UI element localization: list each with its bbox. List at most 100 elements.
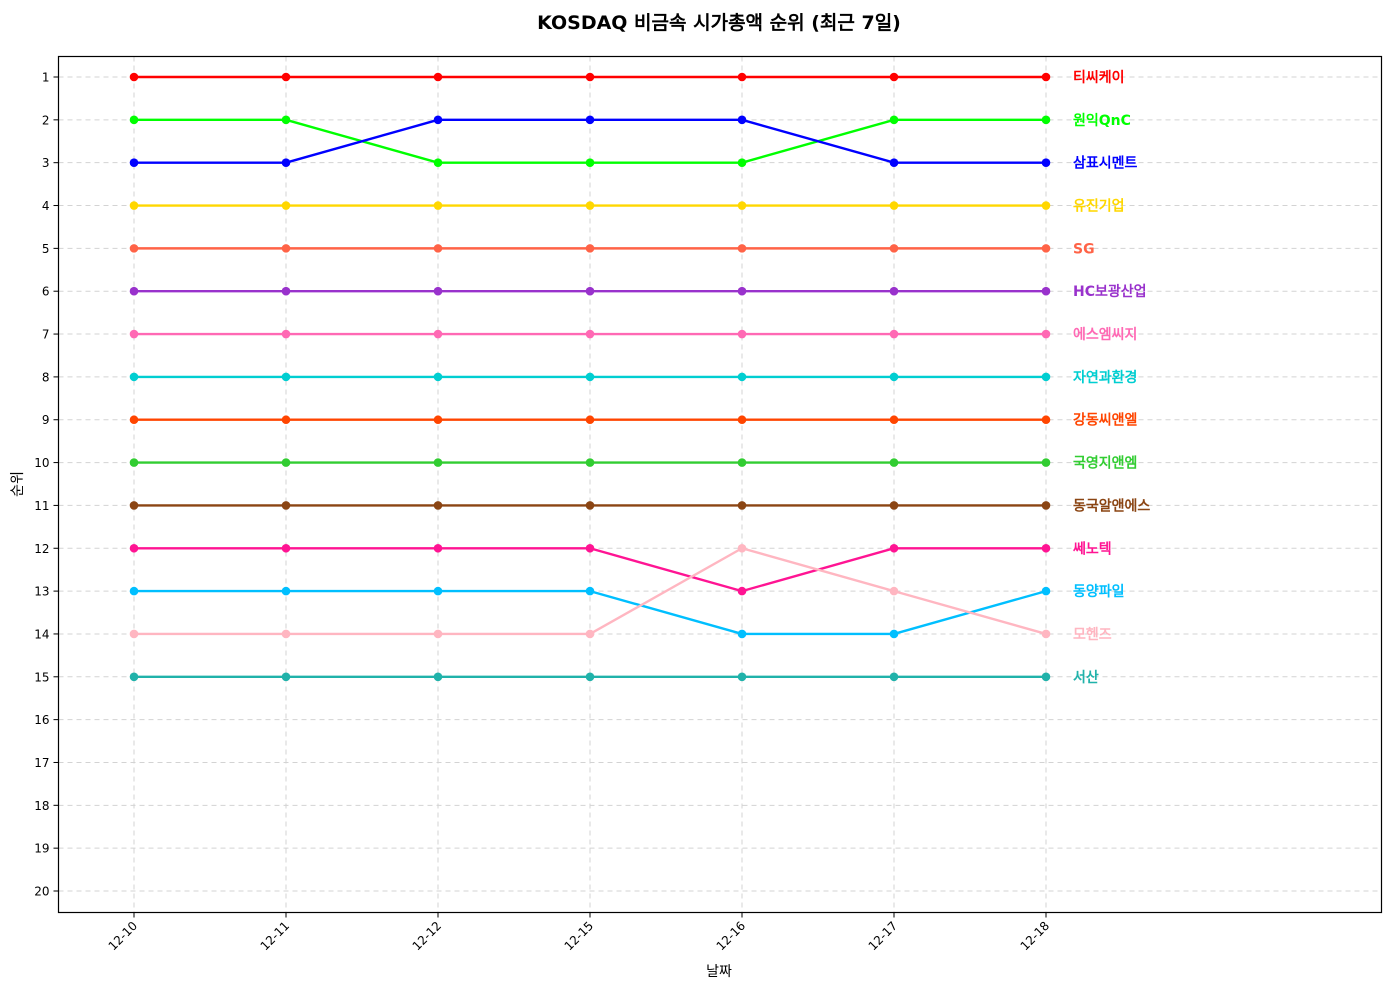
- data-point: [281, 286, 291, 296]
- series-end-label: HC보광산업: [1073, 283, 1147, 300]
- data-point: [737, 244, 747, 253]
- data-point: [129, 72, 139, 82]
- data-point: [281, 672, 291, 682]
- data-point: [433, 672, 443, 682]
- x-tick-label: 12-11: [258, 919, 293, 954]
- data-point: [281, 501, 291, 510]
- series-line: [129, 286, 1051, 296]
- x-tick-label: 12-16: [714, 919, 749, 954]
- x-axis-label: 날짜: [706, 964, 732, 980]
- data-point: [737, 543, 747, 553]
- y-tick-label: 16: [34, 713, 49, 727]
- data-point: [1041, 415, 1051, 425]
- data-point: [889, 672, 899, 682]
- y-tick-label: 10: [34, 456, 49, 470]
- data-point: [1041, 672, 1051, 682]
- data-point: [585, 286, 595, 296]
- data-point: [433, 72, 443, 82]
- data-point: [281, 415, 291, 425]
- data-point: [281, 158, 291, 167]
- x-tick-label: 12-18: [1018, 919, 1053, 954]
- series-line: [129, 501, 1051, 510]
- y-tick-label: 20: [34, 885, 49, 899]
- data-point: [281, 586, 291, 596]
- data-point: [889, 372, 899, 382]
- data-point: [585, 586, 595, 596]
- data-point: [129, 329, 139, 339]
- data-point: [585, 372, 595, 382]
- data-point: [129, 672, 139, 682]
- data-point: [737, 115, 747, 125]
- grid: [58, 56, 1382, 913]
- y-tick-label: 15: [34, 670, 49, 684]
- series-line: [129, 543, 1051, 639]
- data-point: [433, 201, 443, 210]
- data-point: [737, 329, 747, 339]
- data-point: [433, 329, 443, 339]
- data-point: [889, 72, 899, 82]
- series-lines: [129, 72, 1051, 682]
- data-point: [433, 586, 443, 596]
- data-point: [1041, 458, 1051, 467]
- data-point: [1041, 586, 1051, 596]
- data-point: [129, 286, 139, 296]
- data-point: [281, 372, 291, 382]
- data-point: [281, 543, 291, 553]
- data-point: [737, 586, 747, 596]
- x-tick-label: 12-10: [106, 919, 141, 954]
- data-point: [737, 286, 747, 296]
- series-end-label: 원익QnC: [1073, 112, 1131, 129]
- data-point: [889, 543, 899, 553]
- data-point: [1041, 201, 1051, 210]
- y-tick-label: 4: [42, 199, 50, 213]
- x-tick-label: 12-15: [562, 919, 597, 954]
- data-point: [1041, 629, 1051, 639]
- data-point: [585, 158, 595, 167]
- series-line: [129, 372, 1051, 382]
- series-line: [129, 586, 1051, 639]
- data-point: [281, 115, 291, 125]
- y-tick-label: 13: [34, 585, 49, 599]
- data-point: [737, 501, 747, 510]
- data-point: [737, 629, 747, 639]
- data-point: [737, 415, 747, 425]
- data-point: [129, 458, 139, 467]
- data-point: [889, 201, 899, 210]
- series-end-label: 쎄노텍: [1073, 540, 1112, 557]
- data-point: [585, 629, 595, 639]
- data-point: [585, 201, 595, 210]
- series-line: [129, 415, 1051, 425]
- data-point: [889, 501, 899, 510]
- data-point: [433, 115, 443, 125]
- data-point: [129, 244, 139, 253]
- data-point: [433, 244, 443, 253]
- data-point: [889, 158, 899, 167]
- data-point: [433, 158, 443, 167]
- data-point: [889, 586, 899, 596]
- y-tick-label: 7: [42, 328, 50, 342]
- data-point: [1041, 244, 1051, 253]
- y-tick-label: 17: [34, 756, 49, 770]
- x-axis-ticks: 12-10 12-11 12-12 12-15 12-16 12-17 12-18: [106, 912, 1053, 954]
- data-point: [281, 72, 291, 82]
- series-end-label: 동양파일: [1073, 584, 1125, 600]
- series-end-label: 삼표시멘트: [1073, 156, 1138, 172]
- data-point: [433, 415, 443, 425]
- data-point: [737, 372, 747, 382]
- data-point: [129, 501, 139, 510]
- data-point: [737, 458, 747, 467]
- data-point: [1041, 372, 1051, 382]
- series-end-label: 강동씨앤엘: [1073, 412, 1138, 429]
- series-line: [129, 458, 1051, 467]
- x-tick-label: 12-12: [410, 919, 445, 954]
- data-point: [433, 372, 443, 382]
- y-tick-label: 2: [42, 113, 50, 127]
- data-point: [433, 543, 443, 553]
- y-tick-label: 3: [42, 156, 50, 170]
- y-axis-label: 순위: [10, 471, 26, 497]
- data-point: [889, 329, 899, 339]
- data-point: [585, 115, 595, 125]
- data-point: [737, 201, 747, 210]
- y-tick-label: 5: [42, 242, 50, 256]
